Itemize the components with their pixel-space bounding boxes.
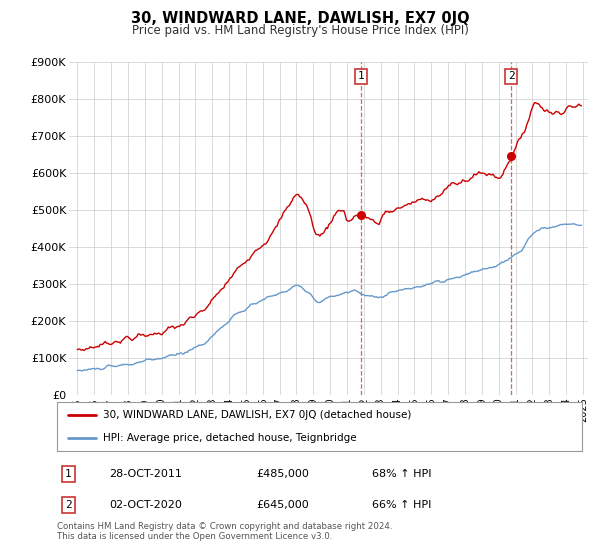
Text: 66% ↑ HPI: 66% ↑ HPI xyxy=(372,500,431,510)
Text: 1: 1 xyxy=(358,72,364,81)
Text: 2: 2 xyxy=(508,72,515,81)
Text: 30, WINDWARD LANE, DAWLISH, EX7 0JQ (detached house): 30, WINDWARD LANE, DAWLISH, EX7 0JQ (det… xyxy=(103,410,412,421)
Text: HPI: Average price, detached house, Teignbridge: HPI: Average price, detached house, Teig… xyxy=(103,433,357,443)
Text: 68% ↑ HPI: 68% ↑ HPI xyxy=(372,469,431,479)
Text: 1: 1 xyxy=(65,469,72,479)
Text: 2: 2 xyxy=(65,500,72,510)
Text: £485,000: £485,000 xyxy=(257,469,310,479)
Text: Price paid vs. HM Land Registry's House Price Index (HPI): Price paid vs. HM Land Registry's House … xyxy=(131,24,469,36)
Text: 30, WINDWARD LANE, DAWLISH, EX7 0JQ: 30, WINDWARD LANE, DAWLISH, EX7 0JQ xyxy=(131,11,469,26)
Text: 02-OCT-2020: 02-OCT-2020 xyxy=(110,500,182,510)
Text: Contains HM Land Registry data © Crown copyright and database right 2024.
This d: Contains HM Land Registry data © Crown c… xyxy=(57,522,392,542)
Text: 28-OCT-2011: 28-OCT-2011 xyxy=(110,469,182,479)
Text: £645,000: £645,000 xyxy=(257,500,309,510)
